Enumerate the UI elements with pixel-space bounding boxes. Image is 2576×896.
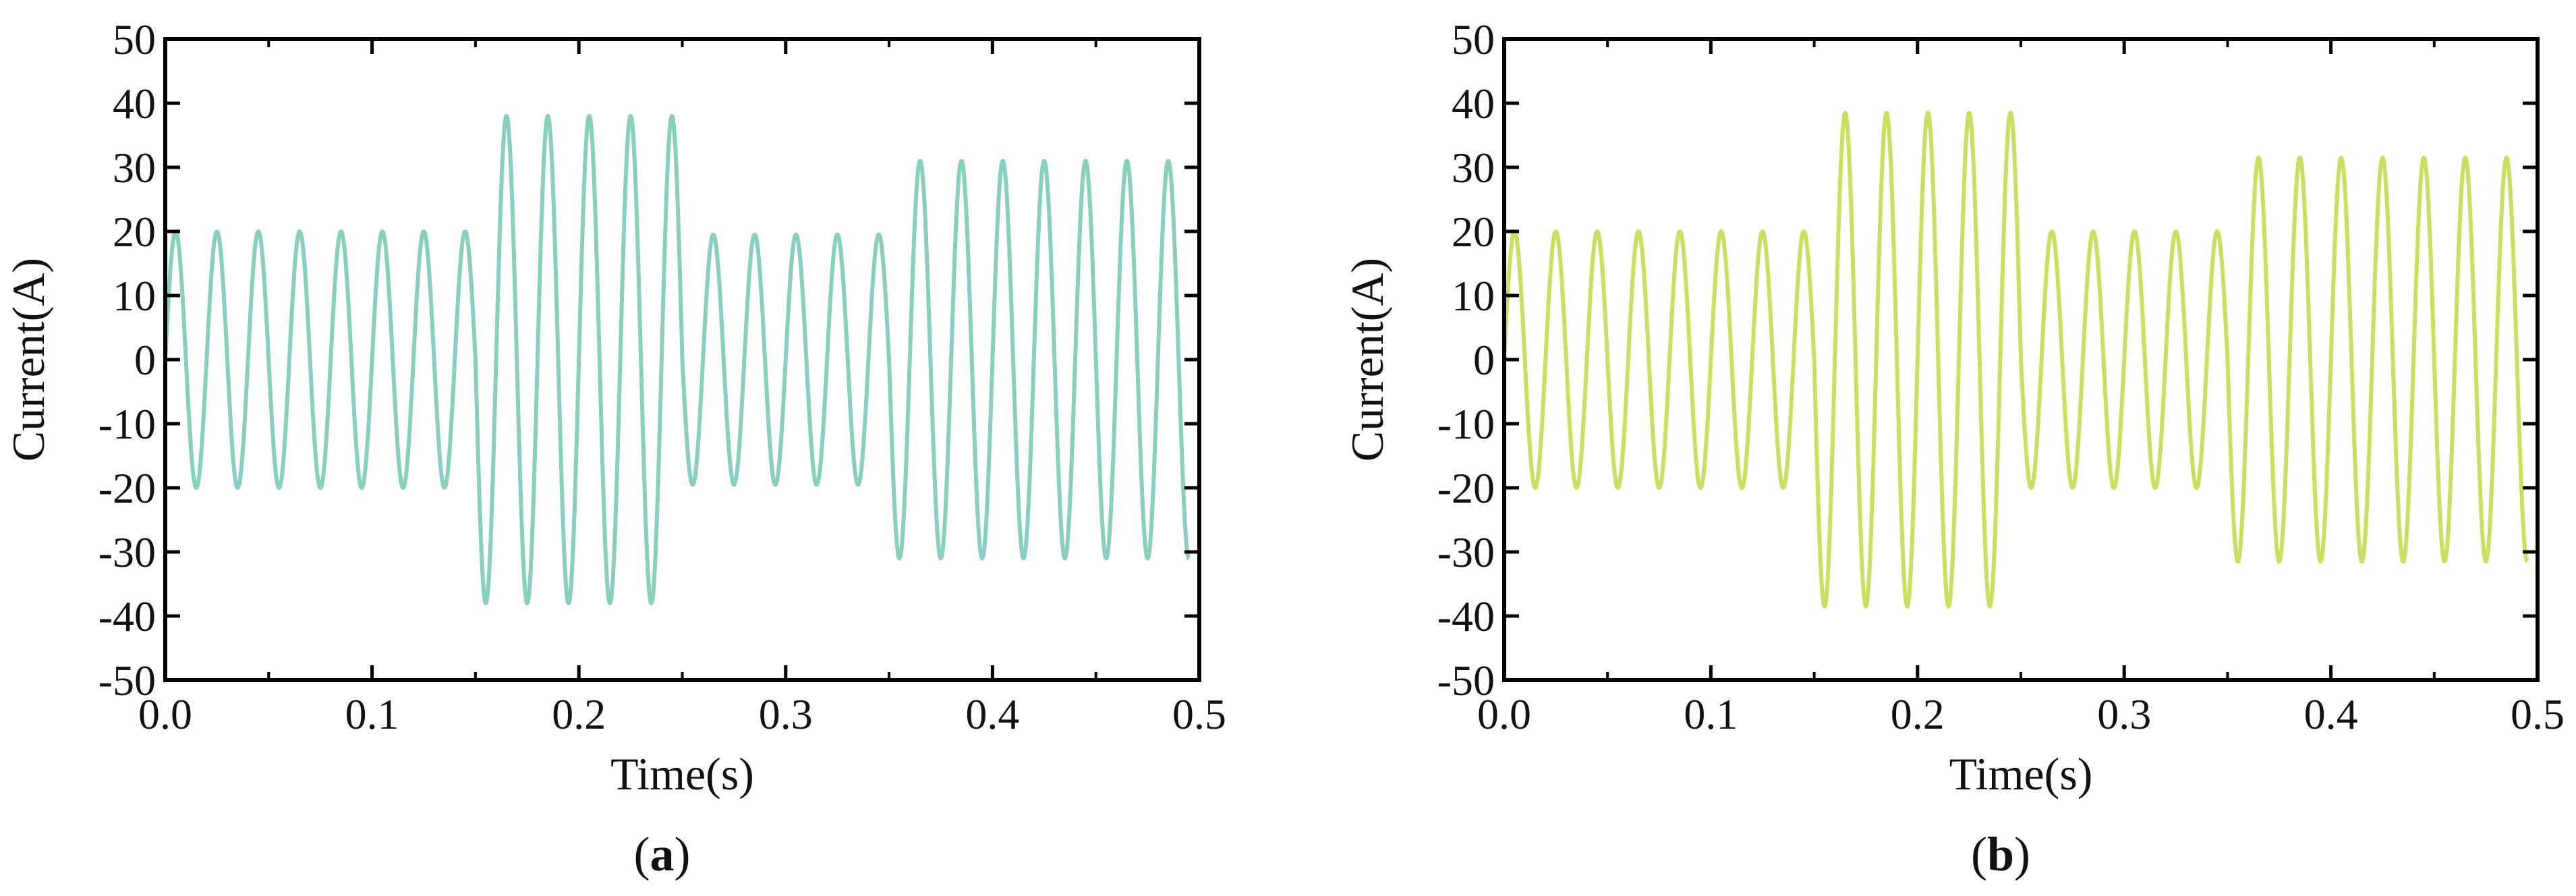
- series-line-current: [163, 114, 1191, 605]
- x-tick-label: 0.0: [138, 690, 192, 738]
- y-axis-title: Current(A): [3, 258, 54, 461]
- x-tick-label: 0.5: [1172, 690, 1226, 738]
- y-tick-label: 10: [113, 272, 156, 320]
- x-tick-label: 0.1: [1684, 690, 1738, 738]
- series-line-current: [1502, 111, 2529, 609]
- panel-caption: (b): [1971, 827, 2030, 881]
- y-tick-label: -50: [1437, 656, 1495, 704]
- x-tick-label: 0.0: [1477, 690, 1531, 738]
- y-tick-label: 50: [113, 16, 156, 63]
- y-tick-label: -30: [98, 528, 156, 576]
- y-tick-label: 40: [1452, 80, 1495, 128]
- chart-panel-b: 0.0 0.1 0.2 0.3 0.4 0.5 50 40 30 20 10 0 -10 -20 -30 -4…: [1342, 16, 2565, 881]
- x-tick-label: 0.2: [1891, 690, 1945, 738]
- y-tick-label: -50: [98, 656, 156, 704]
- x-tick-label: 0.1: [345, 690, 399, 738]
- y-tick-label: 30: [1452, 144, 1495, 192]
- y-tick-label: 10: [1452, 272, 1495, 320]
- x-tick-label: 0.3: [759, 690, 813, 738]
- y-tick-label: 20: [113, 208, 156, 256]
- y-tick-label: 0: [134, 336, 156, 384]
- y-tick-label: -10: [1437, 400, 1495, 448]
- y-tick-label: -20: [98, 464, 156, 512]
- y-tick-label: -10: [98, 400, 156, 448]
- y-tick-label: 40: [113, 80, 156, 128]
- y-axis-title: Current(A): [1342, 258, 1393, 461]
- x-tick-label: 0.4: [2304, 690, 2358, 738]
- y-tick-label: 20: [1452, 208, 1495, 256]
- chart-panel-a: 0.0 0.1 0.2 0.3 0.4 0.5 50 40 30 20 10 0 -10 -20 -30 -4…: [3, 16, 1226, 881]
- y-tick-label: -20: [1437, 464, 1495, 512]
- y-tick-label: -40: [1437, 592, 1495, 640]
- x-tick-label: 0.5: [2511, 690, 2565, 738]
- x-tick-label: 0.2: [552, 690, 606, 738]
- x-axis-title: Time(s): [610, 748, 754, 800]
- y-tick-label: 30: [113, 144, 156, 192]
- panel-caption: (a): [634, 827, 691, 881]
- x-tick-label: 0.4: [965, 690, 1019, 738]
- x-axis-title: Time(s): [1949, 748, 2093, 800]
- x-tick-label: 0.3: [2097, 690, 2151, 738]
- y-tick-label: 0: [1473, 336, 1495, 384]
- y-tick-label: -30: [1437, 528, 1495, 576]
- y-tick-label: -40: [98, 592, 156, 640]
- y-tick-label: 50: [1452, 16, 1495, 63]
